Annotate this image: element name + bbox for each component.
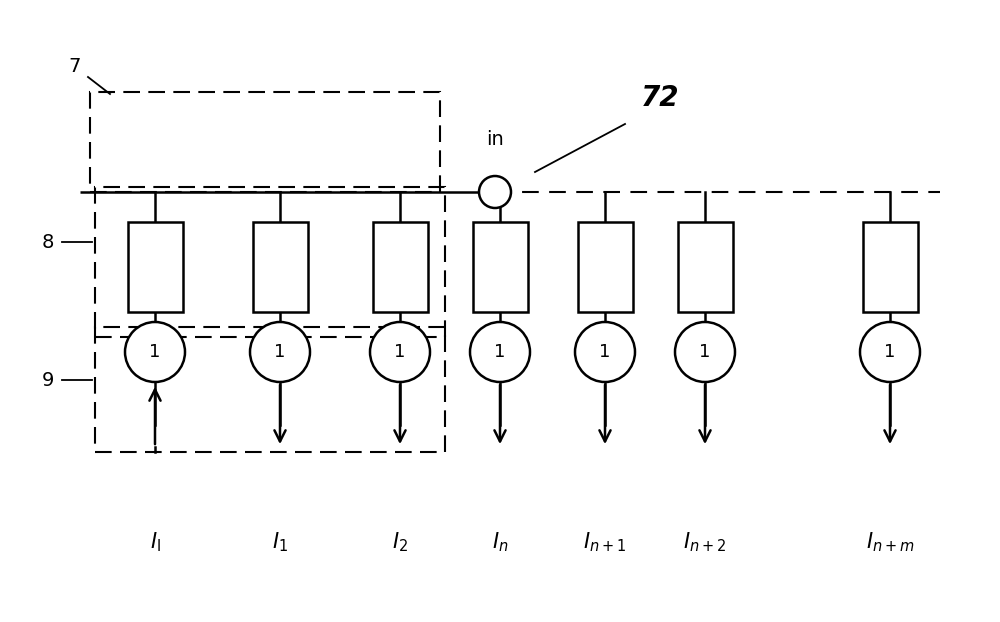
Bar: [95, 327, 445, 452]
Bar: [578, 222, 633, 312]
Text: 1: 1: [274, 343, 286, 361]
Bar: [95, 187, 445, 337]
Circle shape: [860, 322, 920, 382]
Bar: [252, 222, 308, 312]
Text: 72: 72: [641, 84, 679, 112]
Text: 1: 1: [884, 343, 896, 361]
Text: 1: 1: [149, 343, 161, 361]
Circle shape: [370, 322, 430, 382]
Text: 1: 1: [699, 343, 711, 361]
Bar: [372, 222, 428, 312]
Circle shape: [470, 322, 530, 382]
Circle shape: [575, 322, 635, 382]
Circle shape: [250, 322, 310, 382]
Text: 1: 1: [599, 343, 611, 361]
Text: in: in: [486, 130, 504, 149]
Circle shape: [479, 176, 511, 208]
Text: $I_2$: $I_2$: [392, 530, 408, 554]
Text: 1: 1: [394, 343, 406, 361]
Text: 9: 9: [42, 371, 54, 389]
Text: $I_{n+2}$: $I_{n+2}$: [683, 530, 727, 554]
Bar: [128, 222, 182, 312]
Bar: [473, 222, 528, 312]
Bar: [90, 92, 440, 192]
Text: $I_n$: $I_n$: [492, 530, 508, 554]
Text: $I_{n+1}$: $I_{n+1}$: [583, 530, 627, 554]
Text: 8: 8: [42, 233, 54, 251]
Text: 1: 1: [494, 343, 506, 361]
Text: 7: 7: [69, 57, 81, 77]
Bar: [862, 222, 918, 312]
Text: $I_1$: $I_1$: [272, 530, 288, 554]
Text: $I_{\rm I}$: $I_{\rm I}$: [150, 530, 160, 554]
Bar: [678, 222, 732, 312]
Text: $I_{n+m}$: $I_{n+m}$: [866, 530, 914, 554]
Circle shape: [675, 322, 735, 382]
Circle shape: [125, 322, 185, 382]
